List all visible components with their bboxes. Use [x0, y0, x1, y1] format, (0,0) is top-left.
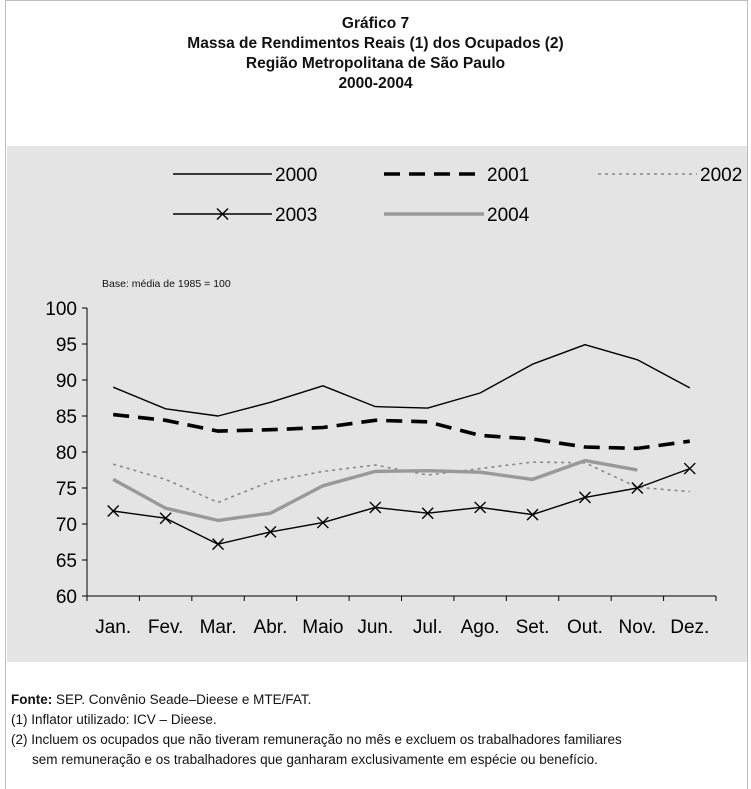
chart-titles: Gráfico 7 Massa de Rendimentos Reais (1)…	[0, 14, 751, 94]
legend-label-2001: 2001	[487, 165, 529, 186]
chart-subtitle-period: 2000-2004	[338, 75, 413, 92]
x-tick-label-fev: Fev.	[148, 617, 184, 638]
data-point-2003-fev	[159, 512, 172, 525]
y-tick-label-85: 85	[56, 407, 77, 428]
x-tick-label-jun: Jun.	[357, 617, 393, 638]
data-point-2003-mar	[212, 538, 225, 551]
x-tick-label-jan: Jan.	[95, 617, 131, 638]
y-tick-label-100: 100	[45, 299, 77, 320]
x-tick-label-jul: Jul.	[413, 617, 443, 638]
x-tick-label-maio: Maio	[302, 617, 343, 638]
chart-subtitle-region: Região Metropolitana de São Paulo	[245, 55, 506, 72]
data-point-2003-set	[526, 508, 539, 521]
y-tick-label-90: 90	[56, 371, 77, 392]
series-line-2004	[112, 458, 638, 523]
source-text: SEP. Convênio Seade–Dieese e MTE/FAT.	[52, 692, 312, 707]
legend-label-2002: 2002	[700, 165, 742, 186]
legend-marker-2003	[216, 208, 229, 220]
figure-frame	[5, 0, 748, 789]
chart-notes: Fonte: SEP. Convênio Seade–Dieese e MTE/…	[11, 690, 747, 770]
legend-label-2003: 2003	[275, 205, 317, 226]
footnote-1: (1) Inflator utilizado: ICV – Dieese.	[11, 712, 217, 727]
x-tick-label-abr: Abr.	[254, 617, 288, 638]
base-annotation: Base: média de 1985 = 100	[102, 278, 231, 290]
chart-number: Gráfico 7	[341, 15, 410, 32]
y-tick-label-80: 80	[56, 443, 77, 464]
source-label: Fonte:	[11, 692, 53, 707]
source-note: Fonte: SEP. Convênio Seade–Dieese e MTE/…	[11, 690, 747, 710]
data-point-2003-abr	[264, 525, 277, 538]
y-tick-label-60: 60	[56, 587, 77, 608]
data-point-2003-maio	[316, 516, 329, 529]
y-tick-label-70: 70	[56, 515, 77, 536]
series-line-2002	[112, 461, 690, 504]
chart-title: Massa de Rendimentos Reais (1) dos Ocupa…	[187, 35, 564, 52]
y-tick-label-65: 65	[56, 551, 77, 572]
series-line-2000	[112, 344, 691, 417]
x-tick-label-ago: Ago.	[461, 617, 500, 638]
series-line-2001	[113, 412, 691, 451]
x-tick-label-out: Out.	[567, 617, 603, 638]
footnote-2-line-1: (2) Incluem os ocupados que não tiveram …	[11, 732, 622, 747]
data-point-2003-jul	[421, 507, 434, 520]
y-tick-label-95: 95	[56, 335, 77, 356]
data-point-2003-nov	[631, 482, 644, 494]
x-tick-label-dez: Dez.	[670, 617, 709, 638]
data-point-2003-jun	[369, 501, 382, 514]
legend-label-2004: 2004	[487, 205, 530, 226]
y-tick-label-75: 75	[56, 479, 77, 500]
x-tick-label-nov: Nov.	[619, 617, 657, 638]
data-point-2003-jan	[107, 505, 120, 518]
plot-background	[7, 146, 747, 662]
data-point-2003-dez	[683, 462, 696, 475]
x-tick-label-mar: Mar.	[200, 617, 237, 638]
data-point-2003-ago	[474, 501, 487, 514]
series-line-2003	[113, 467, 691, 545]
footnote-2-line-2: sem remuneração e os trabalhadores que g…	[32, 752, 598, 767]
data-point-2003-out	[578, 491, 591, 504]
x-tick-label-set: Set.	[516, 617, 550, 638]
legend-label-2000: 2000	[275, 165, 317, 186]
